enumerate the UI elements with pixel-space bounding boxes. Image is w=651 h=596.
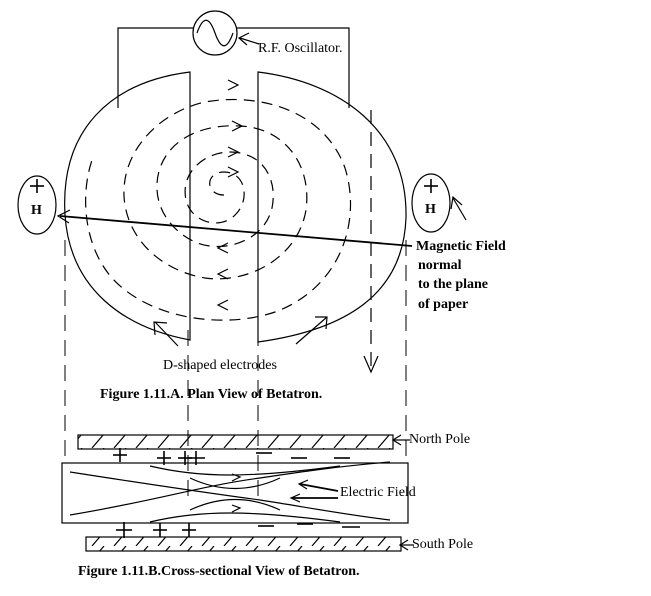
field-line-lower (149, 512, 341, 523)
magnetic-field-label-line2: normal (418, 258, 462, 273)
cross-section-caption: Figure 1.11.B.Cross-sectional View of Be… (78, 564, 360, 579)
vacuum-chamber (61, 462, 409, 524)
magnetic-field-arrowhead (56, 209, 71, 224)
oscillator-pointer (239, 37, 260, 45)
exit-arrowhead (363, 355, 379, 374)
electrode-pointer-right (295, 316, 328, 345)
spiral-orbit (85, 98, 352, 321)
magnetic-field-label-line1: Magnetic Field (416, 239, 506, 254)
electric-field-pointer-1 (299, 483, 339, 492)
north-pole-plate (77, 434, 394, 450)
south-pole-plate (85, 536, 402, 552)
projection-lines (64, 240, 407, 500)
d-electrode-right (257, 71, 407, 343)
magnetic-field-label-line3: to the plane (418, 277, 488, 292)
plus-icon (30, 179, 438, 193)
magnetic-field-label-line4: of paper (418, 297, 469, 312)
rf-oscillator-label: R.F. Oscillator. (258, 41, 343, 56)
field-line-inner-bottom (189, 498, 281, 511)
d-electrode-left (64, 71, 191, 341)
plan-view-caption: Figure 1.11.A. Plan View of Betatron. (100, 387, 323, 402)
h-marker-left-outline (17, 175, 57, 235)
cross-section (61, 434, 414, 552)
magnetic-field-line (59, 215, 413, 247)
plan-view (17, 10, 467, 500)
field-line-cross-a (69, 461, 391, 516)
oscillator-wire-right (237, 27, 350, 108)
positive-charges-top (113, 448, 205, 465)
negative-charges-bottom (258, 523, 360, 528)
field-line-cross-b (69, 471, 391, 521)
h-marker-left: H (31, 203, 42, 218)
south-pole-label: South Pole (412, 537, 474, 552)
field-line-upper (149, 465, 341, 476)
field-line-inner-top (189, 477, 281, 490)
h-right-pointer (452, 197, 467, 221)
electrode-pointer-left (154, 321, 179, 347)
spiral-arrows (216, 79, 244, 311)
oscillator-wire-left (117, 27, 193, 108)
rf-oscillator-icon (192, 10, 238, 56)
electric-field-label: Electric Field (340, 485, 416, 500)
h-marker-right-outline (411, 173, 451, 233)
h-marker-right: H (425, 202, 436, 217)
positive-charges-bottom (116, 522, 196, 538)
d-electrodes-label: D-shaped electrodes (163, 358, 277, 373)
negative-charges-top (256, 452, 350, 459)
north-pole-label: North Pole (409, 432, 471, 447)
